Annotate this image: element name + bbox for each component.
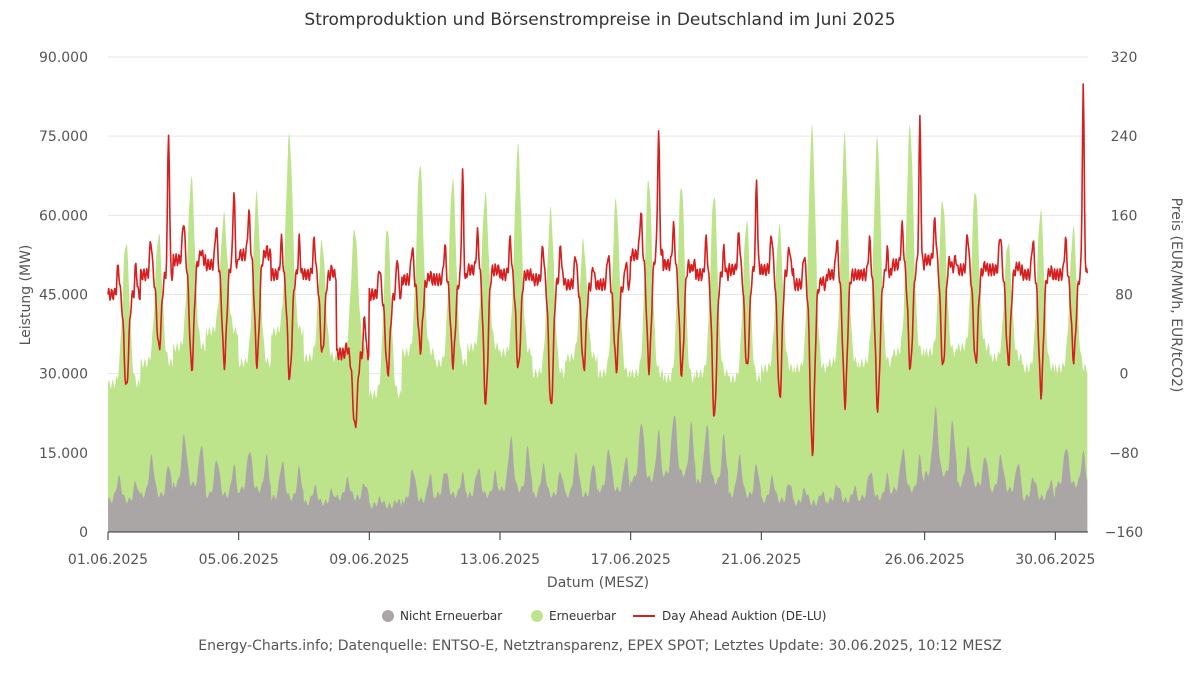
legend-label-day-ahead: Day Ahead Auktion (DE-LU) xyxy=(662,609,826,623)
y-tick-label: 30.000 xyxy=(39,367,88,383)
y2-tick-label: 80 xyxy=(1115,288,1133,304)
y-tick-label: 60.000 xyxy=(39,208,88,224)
x-tick-label: 30.06.2025 xyxy=(1015,552,1095,568)
x-tick-label: 13.06.2025 xyxy=(460,552,540,568)
x-tick-label: 21.06.2025 xyxy=(721,552,801,568)
y-tick-label: 0 xyxy=(79,525,88,541)
y-tick-label: 45.000 xyxy=(39,288,88,304)
legend-item-day-ahead[interactable]: Day Ahead Auktion (DE-LU) xyxy=(633,609,826,623)
y2-tick-label: −160 xyxy=(1105,525,1143,541)
y2-axis-title: Preis (EUR/MWh, EUR/tCO2) xyxy=(1168,198,1184,393)
x-tick-label: 17.06.2025 xyxy=(591,552,671,568)
y2-tick-label: 160 xyxy=(1111,208,1138,224)
series-area-erneuerbar[interactable] xyxy=(108,124,1088,533)
series-line-day-ahead[interactable] xyxy=(107,83,1089,457)
credits: Energy-Charts.info; Datenquelle: ENTSO-E… xyxy=(198,638,1001,654)
y2-tick-label: −80 xyxy=(1109,446,1139,462)
y-tick-label: 75.000 xyxy=(39,129,88,145)
x-tick-label: 09.06.2025 xyxy=(329,552,409,568)
x-axis-title: Datum (MESZ) xyxy=(547,575,649,591)
y2-tick-label: 240 xyxy=(1111,129,1138,145)
legend-label-nicht-erneuerbar: Nicht Erneuerbar xyxy=(400,609,502,623)
legend-label-erneuerbar: Erneuerbar xyxy=(549,609,616,623)
y-tick-label: 15.000 xyxy=(39,446,88,462)
x-tick-label: 26.06.2025 xyxy=(885,552,965,568)
x-tick-label: 05.06.2025 xyxy=(199,552,279,568)
series-area-nicht-erneuerbar[interactable] xyxy=(108,406,1088,532)
y2-tick-label: 320 xyxy=(1111,50,1138,66)
legend: Nicht Erneuerbar Erneuerbar Day Ahead Au… xyxy=(382,609,826,623)
legend-marker-erneuerbar xyxy=(531,610,543,622)
y2-tick-label: 0 xyxy=(1120,367,1129,383)
left-axis-ticks: 0 15.000 30.000 45.000 60.000 75.000 90.000 xyxy=(39,50,88,541)
legend-item-erneuerbar[interactable]: Erneuerbar xyxy=(531,609,616,623)
chart-title: Stromproduktion und Börsenstrompreise in… xyxy=(304,10,895,30)
x-axis-ticks: 01.06.2025 05.06.2025 09.06.2025 13.06.2025… xyxy=(68,532,1095,568)
right-axis-ticks: −160 −80 0 80 160 240 320 xyxy=(1105,50,1143,541)
legend-item-nicht-erneuerbar[interactable]: Nicht Erneuerbar xyxy=(382,609,502,623)
y-tick-label: 90.000 xyxy=(39,50,88,66)
y-axis-title: Leistung (MW) xyxy=(18,245,34,346)
legend-marker-nicht-erneuerbar xyxy=(382,610,394,622)
x-tick-label: 01.06.2025 xyxy=(68,552,148,568)
